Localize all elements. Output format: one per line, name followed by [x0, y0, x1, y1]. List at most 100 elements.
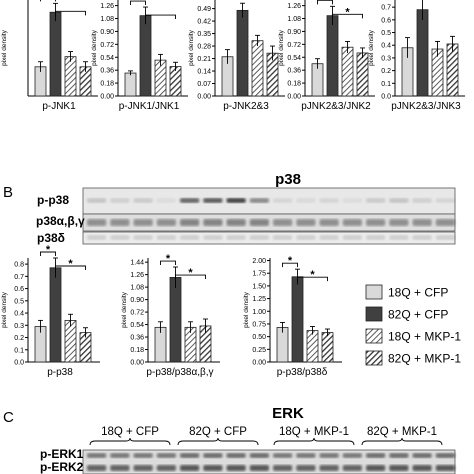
y-tick-label: 0.1	[14, 347, 24, 354]
significance-bracket	[175, 274, 206, 280]
blot-band	[203, 235, 223, 240]
blot-band	[319, 453, 339, 458]
y-tick-label: 0.8	[14, 262, 24, 269]
legend-label: 18Q + MKP-1	[388, 330, 461, 344]
y-tick-label: 0.36	[130, 335, 144, 342]
bar	[64, 56, 77, 97]
bar	[341, 46, 354, 97]
blot-band	[110, 465, 130, 471]
chart-3: 0.00 0.18 0.36 0.54 0.72 0.90 1.08 1.26 pixel de…	[278, 0, 375, 112]
blot-band	[87, 198, 107, 203]
blot-band	[435, 198, 455, 203]
y-tick-label: 0.0	[381, 94, 391, 101]
y-tick-label: 0.4	[14, 311, 24, 318]
blot-band	[273, 235, 293, 240]
y-tick-label: 0.28	[197, 44, 211, 51]
y-tick-label: 0.07	[197, 81, 211, 88]
blot-band	[342, 198, 362, 203]
y-tick-label: 0.21	[197, 56, 211, 63]
x-axis-label: p-JNK2&3	[223, 101, 269, 112]
y-tick-label: 1.26	[100, 3, 114, 10]
panel-c-letter: C	[3, 409, 14, 426]
blot-band	[412, 219, 432, 226]
chart-0: pixel density * p-JNK1	[1, 0, 98, 112]
blot-label-p38d: p38δ	[37, 231, 65, 245]
y-tick-label: 1.08	[287, 16, 301, 23]
significance-mark: *	[46, 244, 51, 256]
x-axis-label: p-JNK1/JNK1	[119, 101, 180, 112]
significance-bracket	[55, 10, 86, 16]
y-tick-label: 0.6	[14, 286, 24, 293]
bar	[64, 319, 77, 363]
y-tick-label: 1.50	[252, 283, 266, 290]
y-tick-label: 0.36	[100, 68, 114, 75]
group-brace	[177, 437, 259, 446]
blot-band	[342, 219, 362, 226]
bar	[139, 15, 152, 97]
blot-band	[87, 465, 107, 471]
blot-band	[156, 465, 176, 471]
y-tick-label: 0.36	[287, 68, 301, 75]
panel-b-title: p38	[275, 171, 301, 188]
x-axis-label: p-p38	[47, 367, 73, 378]
y-tick-label: 0.00	[252, 360, 266, 367]
significance-mark: *	[136, 0, 141, 5]
x-axis-label: p-JNK1	[42, 101, 76, 112]
blot-band	[133, 198, 153, 203]
blot-band	[273, 453, 293, 458]
blot-label-p-p38: p-p38	[37, 193, 69, 207]
y-tick-label: 0.90	[100, 29, 114, 36]
y-tick-label: 0.5	[14, 298, 24, 305]
chart-6: 0.00 0.18 0.36 0.54 0.72 0.90 1.08 1.26 1.44 pixe…	[121, 253, 220, 378]
y-tick-label: 0.0	[14, 360, 24, 367]
legend-label: 18Q + CFP	[388, 286, 448, 300]
blot-band	[435, 219, 455, 226]
legend-label: 82Q + MKP-1	[388, 352, 461, 366]
y-tick-label: 0.75	[252, 321, 266, 328]
y-tick-label: 0.00	[130, 360, 144, 367]
blot-band	[249, 453, 269, 458]
y-axis-label: pixel density	[368, 29, 375, 66]
y-axis-label: pixel density	[1, 29, 8, 66]
blot-band	[110, 198, 130, 203]
bar	[291, 276, 304, 363]
y-axis-label: pixel density	[278, 29, 285, 66]
blot-band	[342, 465, 362, 471]
blot-band	[203, 453, 223, 458]
x-axis-label: p-p38/p38δ	[277, 367, 328, 378]
bar	[416, 9, 429, 97]
panel-b-blot: p-p38 p38α,β,γ p38δ	[36, 187, 456, 245]
y-tick-label: 1.75	[252, 271, 266, 278]
significance-bracket	[317, 0, 333, 5]
y-tick-label: 0.1	[381, 81, 391, 88]
y-tick-label: 0.54	[130, 322, 144, 329]
bar	[49, 11, 62, 97]
y-tick-label: 0.5	[381, 30, 391, 37]
y-axis-label: pixel density	[91, 29, 98, 66]
blot-band	[296, 453, 316, 458]
significance-mark: *	[188, 267, 193, 279]
y-axis-label: pixel density	[243, 291, 250, 328]
blot-band	[180, 453, 200, 458]
significance-bracket	[297, 276, 328, 282]
y-tick-label: 0.00	[287, 94, 301, 101]
blot-band	[156, 235, 176, 240]
blot-band	[133, 465, 153, 471]
blot-label-p-erk1: p-ERK1	[40, 447, 84, 461]
blot-band	[203, 198, 223, 203]
significance-mark: *	[68, 258, 73, 270]
y-tick-label: 0.25	[252, 347, 266, 354]
y-tick-label: 0.7	[14, 274, 24, 281]
y-tick-label: 0.7	[381, 5, 391, 12]
blot-band	[249, 219, 269, 226]
y-tick-label: 0.54	[287, 55, 301, 62]
significance-mark: *	[166, 253, 171, 265]
x-axis-label: pJNK2&3/JNK3	[391, 101, 461, 112]
legend-swatch	[365, 284, 383, 300]
blot-band	[87, 219, 107, 226]
y-tick-label: 2.00	[252, 258, 266, 265]
blot-band	[412, 465, 432, 471]
blot-band	[87, 235, 107, 240]
y-tick-label: 0.00	[100, 94, 114, 101]
